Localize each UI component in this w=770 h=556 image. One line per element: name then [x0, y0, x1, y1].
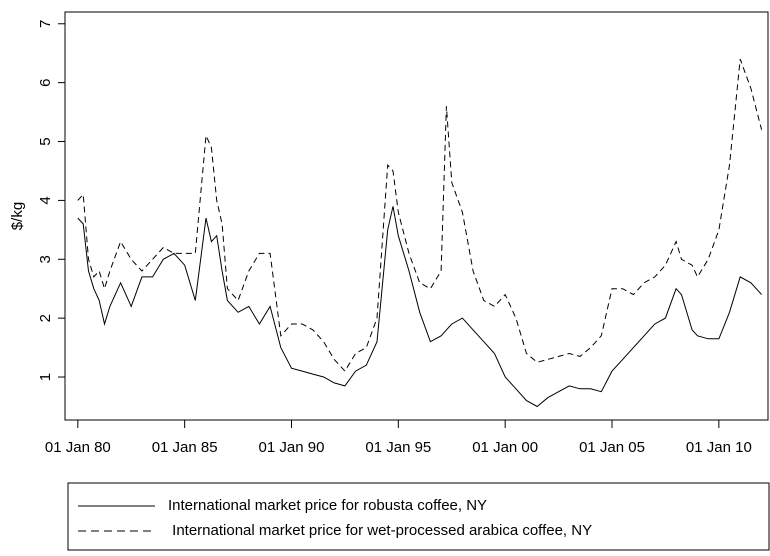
y-tick-label: 3: [37, 255, 54, 263]
y-tick-label: 2: [37, 314, 54, 322]
y-axis-label: $/kg: [9, 202, 26, 230]
plot-frame: [64, 11, 769, 421]
y-tick-label: 6: [37, 78, 54, 86]
x-tick-label: 01 Jan 10: [686, 439, 752, 456]
x-tick-label: 01 Jan 00: [472, 439, 538, 456]
legend-label: International market price for robusta c…: [168, 497, 487, 514]
series-line: [77, 58, 763, 372]
y-tick-label: 1: [37, 373, 54, 381]
y-tick-label: 7: [37, 20, 54, 28]
x-tick-label: 01 Jan 05: [579, 439, 645, 456]
x-tick-label: 01 Jan 95: [365, 439, 431, 456]
legend-label: International market price for wet-proce…: [168, 522, 592, 539]
x-tick-label: 01 Jan 85: [152, 439, 218, 456]
x-tick-label: 01 Jan 80: [45, 439, 111, 456]
legend-box: [67, 482, 770, 551]
x-tick-label: 01 Jan 90: [259, 439, 325, 456]
series-line: [77, 206, 762, 408]
y-tick-label: 5: [37, 137, 54, 145]
y-tick-label: 4: [37, 196, 54, 204]
